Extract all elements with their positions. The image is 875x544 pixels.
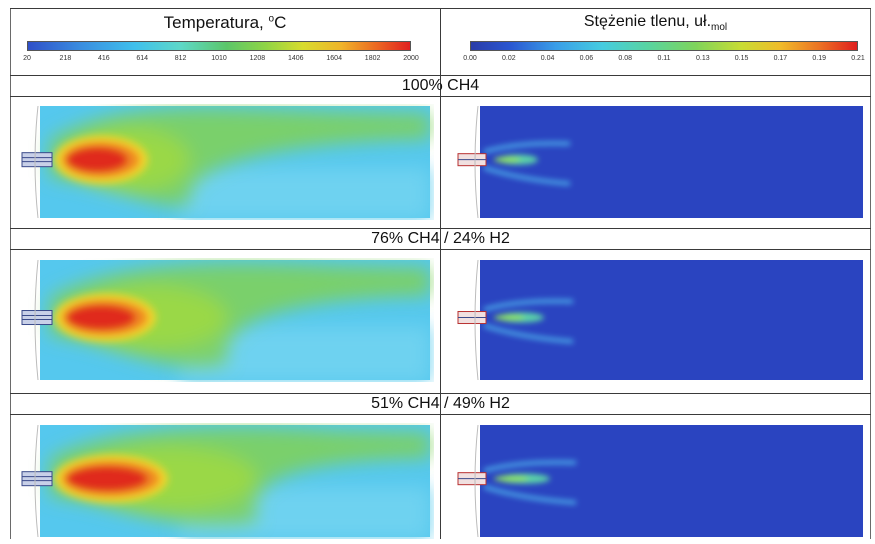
oxygen-jet-upper — [483, 460, 577, 473]
oxygen-jet-central-core — [494, 475, 529, 482]
temperature-tick-label: 1208 — [249, 55, 266, 62]
oxygen-jet-upper — [483, 141, 571, 154]
temperature-header: Temperatura, oC — [10, 13, 440, 33]
oxygen-wall-curve — [474, 105, 479, 219]
temperature-tick-label: 416 — [97, 55, 110, 62]
oxygen-jet-upper — [483, 299, 574, 312]
case-title-2: 76% CH4 / 24% H2 — [371, 230, 510, 247]
temperature-tick-label: 1010 — [211, 55, 227, 62]
oxygen-colorbar — [470, 41, 858, 51]
temperature-field-svg — [21, 105, 430, 220]
oxygen-tick-label: 0.17 — [773, 55, 788, 62]
oxygen-jet-lower — [483, 484, 577, 505]
furnace-wall-curve — [34, 259, 39, 381]
oxygen-domain — [480, 260, 863, 380]
oxygen-field-svg — [457, 105, 863, 219]
temperature-tick-label: 1802 — [364, 55, 381, 62]
temperature-field-svg — [21, 424, 430, 539]
oxygen-tick-label: 0.11 — [657, 55, 671, 62]
row-divider-1 — [10, 75, 871, 76]
burner-nozzle — [21, 471, 53, 487]
temperature-field-case-2 — [18, 258, 434, 382]
temperature-tick-label: 20 — [23, 55, 31, 62]
temperature-colorbar — [27, 41, 411, 51]
flame-core — [66, 304, 136, 331]
oxygen-colorbar-ticks: 0.00 0.02 0.04 0.06 0.08 0.11 0.13 0.15 0.17 0.19… — [463, 55, 865, 65]
row-divider-5 — [10, 393, 871, 394]
oxygen-burner-nozzle — [457, 472, 487, 486]
oxygen-tick-label: 0.04 — [540, 55, 555, 62]
temperature-tick-label: 1604 — [326, 55, 342, 62]
oxygen-wall-curve — [474, 259, 479, 381]
temperature-field-case-1 — [18, 104, 434, 220]
oxygen-jet-lower — [483, 323, 574, 344]
burner-nozzle — [21, 152, 53, 168]
flame-core — [66, 465, 148, 492]
temperature-title-text: Temperatura, — [163, 13, 269, 32]
furnace-wall-curve — [34, 105, 39, 219]
temperature-tick-label: 2000 — [403, 55, 419, 62]
oxygen-wall-curve — [474, 424, 479, 538]
oxygen-domain — [480, 106, 863, 218]
oxygen-field-case-3 — [452, 423, 867, 539]
column-divider — [440, 8, 441, 539]
temperature-colorbar-ticks: 20 218 416 614 812 1010 1208 1406 1604 1802 2000 — [23, 55, 419, 65]
oxygen-tick-label: 0.00 — [463, 55, 477, 62]
temperature-field-case-3 — [18, 423, 434, 539]
cool-region — [180, 167, 430, 220]
oxygen-tick-label: 0.21 — [851, 55, 865, 62]
oxygen-header: Stężenie tlenu, uł.mol — [441, 13, 870, 33]
temperature-tick-label: 1406 — [288, 55, 304, 62]
frame-left-border — [10, 8, 11, 539]
oxygen-title-subscript: mol — [711, 22, 728, 34]
temperature-tick-label: 614 — [136, 55, 149, 62]
temperature-title-unit-o: o — [268, 13, 275, 25]
flame-core — [66, 146, 128, 173]
oxygen-jet-central-core — [494, 314, 525, 321]
temperature-field-svg — [21, 259, 430, 382]
oxygen-field-svg — [457, 259, 863, 381]
frame-right-border — [870, 8, 871, 539]
oxygen-title-text: Stężenie tlenu, uł. — [583, 13, 712, 30]
oxygen-burner-nozzle — [457, 153, 487, 167]
row-divider-3 — [10, 228, 871, 229]
case-title-1: 100% CH4 — [401, 77, 480, 94]
row-divider-4 — [10, 249, 871, 250]
temperature-title-unit-c: C — [274, 13, 287, 32]
oxygen-jet-lower — [483, 165, 571, 186]
frame-top-border — [10, 8, 871, 9]
oxygen-tick-label: 0.19 — [812, 55, 826, 62]
oxygen-tick-label: 0.06 — [579, 55, 594, 62]
burner-nozzle — [21, 310, 53, 326]
oxygen-tick-label: 0.02 — [501, 55, 516, 62]
oxygen-tick-label: 0.08 — [618, 55, 632, 62]
oxygen-tick-label: 0.13 — [695, 55, 710, 62]
oxygen-field-case-2 — [452, 258, 867, 382]
case-title-3: 51% CH4 / 49% H2 — [371, 395, 510, 412]
oxygen-tick-label: 0.15 — [734, 55, 749, 62]
row-divider-2 — [10, 96, 871, 97]
temperature-tick-label: 812 — [174, 55, 187, 62]
oxygen-field-svg — [457, 424, 863, 538]
temperature-tick-label: 218 — [59, 55, 72, 62]
oxygen-jet-central-core — [494, 156, 521, 163]
row-divider-6 — [10, 414, 871, 415]
oxygen-field-case-1 — [452, 104, 867, 220]
oxygen-burner-nozzle — [457, 311, 487, 325]
furnace-wall-curve — [34, 424, 39, 538]
